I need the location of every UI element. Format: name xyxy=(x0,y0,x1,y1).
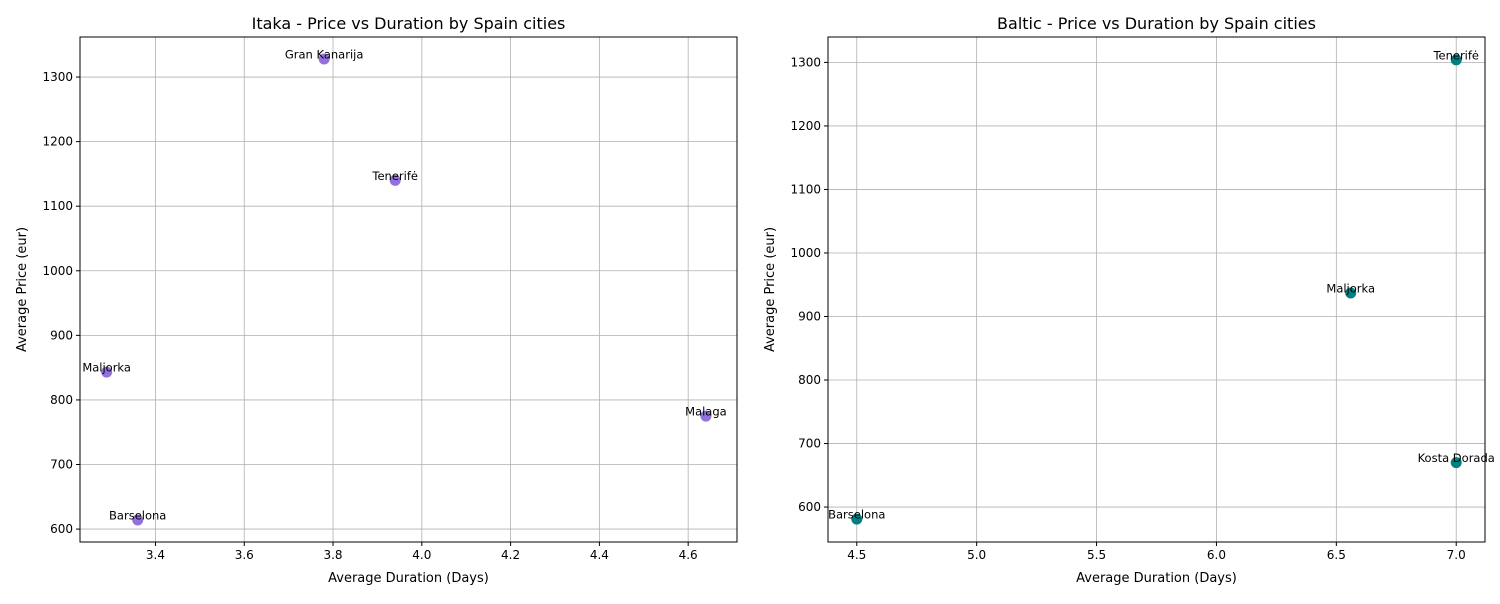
y-tick-label: 600 xyxy=(50,522,73,536)
plot-area: 4.5 5.0 5.5 6.0 6.5 7.0 600 700 800 900 1000 1100 12… xyxy=(790,36,1495,562)
x-tick-label: 7.0 xyxy=(1447,548,1466,562)
point-label: Barselona xyxy=(828,508,885,522)
point-label: Gran Kanarija xyxy=(285,47,364,61)
plot-area: 3.4 3.6 3.8 4.0 4.2 4.4 4.6 600 700 800 900 1000 110… xyxy=(42,36,738,562)
x-tick-label: 4.2 xyxy=(501,548,520,562)
x-axis-label: Average Duration (Days) xyxy=(1076,571,1237,586)
y-tick-label: 1300 xyxy=(790,55,821,69)
y-axis-label: Average Price (eur) xyxy=(763,227,778,352)
x-tick-label: 6.5 xyxy=(1327,548,1346,562)
x-tick-label: 3.4 xyxy=(146,548,165,562)
chart-title: Baltic - Price vs Duration by Spain citi… xyxy=(997,14,1316,33)
y-tick-label: 1200 xyxy=(790,119,821,133)
x-tick-label: 4.5 xyxy=(847,548,866,562)
y-tick-label: 1000 xyxy=(790,246,821,260)
x-axis-label: Average Duration (Days) xyxy=(328,571,489,586)
y-tick-label: 1100 xyxy=(790,182,821,196)
data-point xyxy=(1450,457,1462,469)
x-tick-label: 5.5 xyxy=(1087,548,1106,562)
x-tick-label: 5.0 xyxy=(967,548,986,562)
point-label: Barselona xyxy=(109,509,166,523)
y-tick-label: 1200 xyxy=(42,135,73,149)
point-label: Maljorka xyxy=(82,361,131,375)
data-point xyxy=(700,410,712,422)
data-point xyxy=(101,366,113,378)
y-tick-label: 900 xyxy=(798,309,821,323)
data-point xyxy=(132,514,144,526)
point-label: Maljorka xyxy=(1326,281,1375,295)
point-label: Tenerifė xyxy=(1432,48,1479,62)
chart-title: Itaka - Price vs Duration by Spain citie… xyxy=(252,14,566,33)
x-tick-label: 3.6 xyxy=(235,548,254,562)
y-axis-label: Average Price (eur) xyxy=(15,227,30,352)
x-tick-label: 3.8 xyxy=(323,548,342,562)
data-point xyxy=(389,174,401,186)
point-label: Tenerifė xyxy=(371,169,418,183)
data-point xyxy=(318,53,330,65)
data-point xyxy=(1345,287,1357,299)
y-tick-label: 800 xyxy=(50,393,73,407)
y-tick-label: 1300 xyxy=(42,70,73,84)
x-tick-label: 4.0 xyxy=(412,548,431,562)
y-tick-label: 900 xyxy=(50,328,73,342)
x-tick-label: 4.4 xyxy=(590,548,609,562)
point-label: Kosta Dorada xyxy=(1418,451,1495,465)
point-label: Malaga xyxy=(685,405,727,419)
y-tick-label: 600 xyxy=(798,500,821,514)
x-tick-label: 6.0 xyxy=(1207,548,1226,562)
axes-frame xyxy=(827,36,1486,543)
chart-itaka: 3.4 3.6 3.8 4.0 4.2 4.4 4.6 600 700 800 900 1000 110… xyxy=(15,14,738,586)
data-point xyxy=(1450,54,1462,66)
axes-frame xyxy=(79,36,738,543)
data-point xyxy=(851,513,863,525)
y-tick-label: 700 xyxy=(798,437,821,451)
y-tick-label: 1000 xyxy=(42,264,73,278)
y-tick-label: 700 xyxy=(50,458,73,472)
y-tick-label: 800 xyxy=(798,373,821,387)
chart-baltic: 4.5 5.0 5.5 6.0 6.5 7.0 600 700 800 900 1000 1100 12… xyxy=(763,14,1495,586)
x-tick-label: 4.6 xyxy=(679,548,698,562)
y-tick-label: 1100 xyxy=(42,199,73,213)
